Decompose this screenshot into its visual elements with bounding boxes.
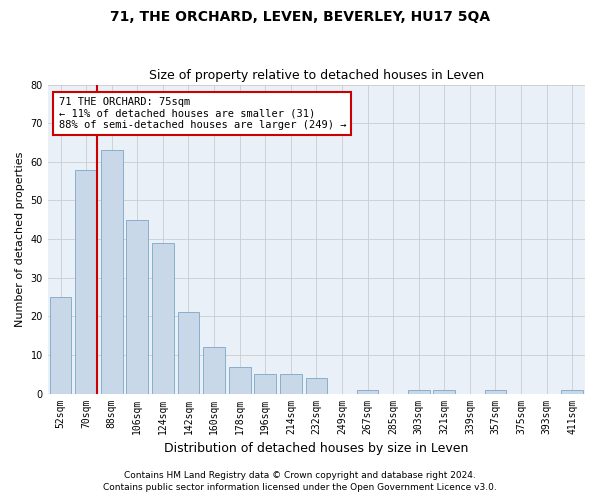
Bar — [101, 150, 122, 394]
Title: Size of property relative to detached houses in Leven: Size of property relative to detached ho… — [149, 69, 484, 82]
Bar — [50, 297, 71, 394]
Text: 71, THE ORCHARD, LEVEN, BEVERLEY, HU17 5QA: 71, THE ORCHARD, LEVEN, BEVERLEY, HU17 5… — [110, 10, 490, 24]
Bar — [485, 390, 506, 394]
Bar — [305, 378, 327, 394]
Text: 71 THE ORCHARD: 75sqm
← 11% of detached houses are smaller (31)
88% of semi-deta: 71 THE ORCHARD: 75sqm ← 11% of detached … — [59, 97, 346, 130]
Bar — [254, 374, 276, 394]
Y-axis label: Number of detached properties: Number of detached properties — [15, 152, 25, 326]
Bar — [127, 220, 148, 394]
Bar — [203, 347, 225, 394]
Bar — [229, 366, 251, 394]
Bar — [356, 390, 379, 394]
Bar — [408, 390, 430, 394]
Bar — [75, 170, 97, 394]
Bar — [562, 390, 583, 394]
Bar — [280, 374, 302, 394]
X-axis label: Distribution of detached houses by size in Leven: Distribution of detached houses by size … — [164, 442, 469, 455]
Text: Contains HM Land Registry data © Crown copyright and database right 2024.
Contai: Contains HM Land Registry data © Crown c… — [103, 471, 497, 492]
Bar — [433, 390, 455, 394]
Bar — [152, 243, 174, 394]
Bar — [178, 312, 199, 394]
